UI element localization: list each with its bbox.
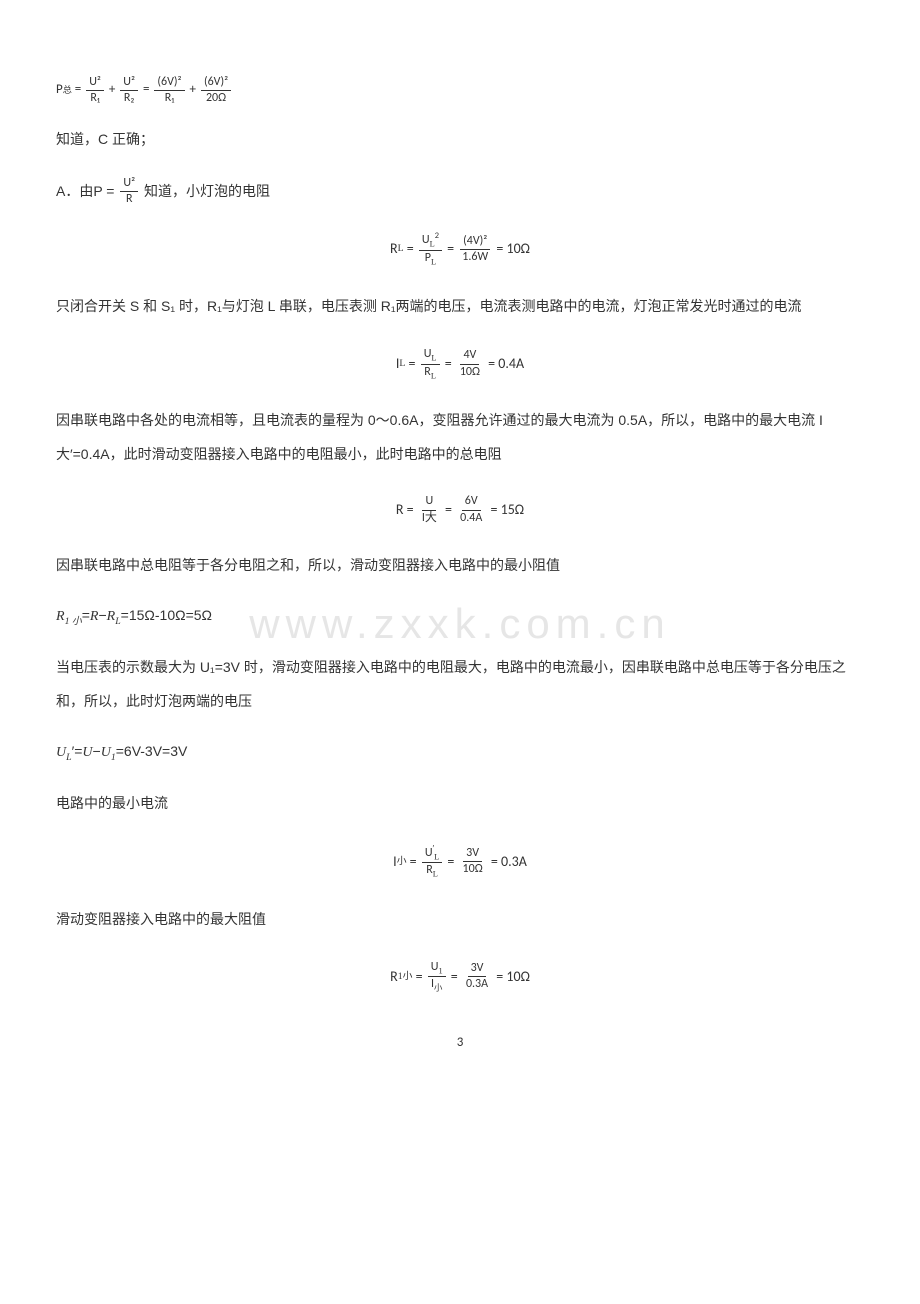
- sub-total: 总: [63, 80, 72, 100]
- is-f1ns: L: [434, 852, 439, 861]
- r1s-f2n: 3V: [468, 962, 487, 977]
- il-res: 0.4A: [498, 353, 524, 375]
- il-f1ns: L: [431, 353, 436, 362]
- page-content: P总 = U²R₁ + U²R₂ = (6V)²R₁ + (6V)²20Ω 知道…: [56, 74, 864, 1054]
- para6: 因串联电路中总电阻等于各分电阻之和，所以，滑动变阻器接入电路中的最小阻值: [56, 549, 864, 583]
- r-res: 15Ω: [501, 499, 525, 521]
- r-f2n: 6V: [462, 495, 481, 510]
- il-f1ds: L: [431, 371, 436, 380]
- rl-f2d: 1.6W: [459, 250, 491, 264]
- r-lhs: R: [396, 499, 404, 521]
- line3-post: 知道，小灯泡的电阻: [144, 183, 270, 199]
- para-a: A．由P = U²R 知道，小灯泡的电阻: [56, 175, 864, 209]
- is-f2n: 3V: [463, 847, 482, 862]
- r1s-lhs: R: [390, 966, 398, 988]
- f2-den: R₂: [121, 91, 138, 105]
- formula-ismall: I小 = U′L RL = 3V10Ω = 0.3A: [56, 845, 864, 879]
- rl-f2n: (4V)²: [460, 235, 490, 250]
- formula-il: IL = UL RL = 4V10Ω = 0.4A: [56, 348, 864, 380]
- formula-r1small: R1小 = U1 I小 = 3V0.3A = 10Ω: [56, 961, 864, 993]
- para-c-correct: 知道，C 正确；: [56, 123, 864, 157]
- para7: R1 小=R−RL=15Ω-10Ω=5Ω: [56, 600, 864, 633]
- f3-num: (6V)²: [154, 76, 184, 91]
- f4-den: 20Ω: [203, 91, 229, 105]
- r1s-f1ns: 1: [438, 966, 442, 975]
- para4: 只闭合开关 S 和 S₁ 时，R₁与灯泡 L 串联，电压表测 R₁两端的电压，电…: [56, 290, 864, 324]
- is-lhs-sub: 小: [397, 854, 407, 870]
- is-f2d: 10Ω: [460, 862, 486, 876]
- f4-num: (6V)²: [201, 76, 231, 91]
- rl-res: 10Ω: [506, 238, 530, 260]
- page-number: 3: [56, 1033, 864, 1054]
- r1s-f2d: 0.3A: [463, 977, 491, 991]
- r1s-lhs-sub: 1小: [398, 969, 413, 985]
- formula-rl: RL = UL2 PL = (4V)²1.6W = 10Ω: [56, 232, 864, 266]
- r1s-res: 10Ω: [506, 966, 530, 988]
- rl-f1ds: L: [431, 257, 436, 266]
- is-res: 0.3A: [501, 851, 527, 873]
- formula-r: R = U I大 = 6V0.4A = 15Ω: [56, 495, 864, 524]
- para8: 当电压表的示数最大为 U₁=3V 时，滑动变阻器接入电路中的电阻最大，电路中的电…: [56, 651, 864, 718]
- line3-pre: A．由P =: [56, 183, 118, 199]
- is-f1ds: L: [433, 870, 438, 879]
- f1-den: R₁: [87, 91, 102, 105]
- rl-lhs: R: [390, 238, 398, 260]
- f3-den: R₁: [162, 91, 177, 105]
- rl-f1n: U: [422, 233, 430, 247]
- r-f1d: I大: [419, 511, 440, 525]
- para10: 电路中的最小电流: [56, 787, 864, 821]
- r-f1n: U: [422, 495, 436, 510]
- para9: UL′=U−U1=6V-3V=3V: [56, 736, 864, 769]
- il-f2d: 10Ω: [457, 365, 483, 379]
- il-f2n: 4V: [460, 349, 479, 364]
- var-p: P: [56, 76, 63, 105]
- para11: 滑动变阻器接入电路中的最大阻值: [56, 903, 864, 937]
- r-f2d: 0.4A: [457, 511, 485, 525]
- formula-p-total: P总 = U²R₁ + U²R₂ = (6V)²R₁ + (6V)²20Ω: [56, 74, 864, 105]
- para5: 因串联电路中各处的电流相等，且电流表的量程为 0～0.6A，变阻器允许通过的最大…: [56, 404, 864, 471]
- f1-num: U²: [86, 76, 104, 91]
- l3-den: R: [123, 192, 136, 206]
- is-f1n: U: [425, 846, 433, 860]
- rl-f1nsup: 2: [435, 231, 439, 241]
- f2-num: U²: [120, 76, 138, 91]
- l3-num: U²: [120, 177, 138, 192]
- r1s-f1ds: 小: [434, 984, 442, 993]
